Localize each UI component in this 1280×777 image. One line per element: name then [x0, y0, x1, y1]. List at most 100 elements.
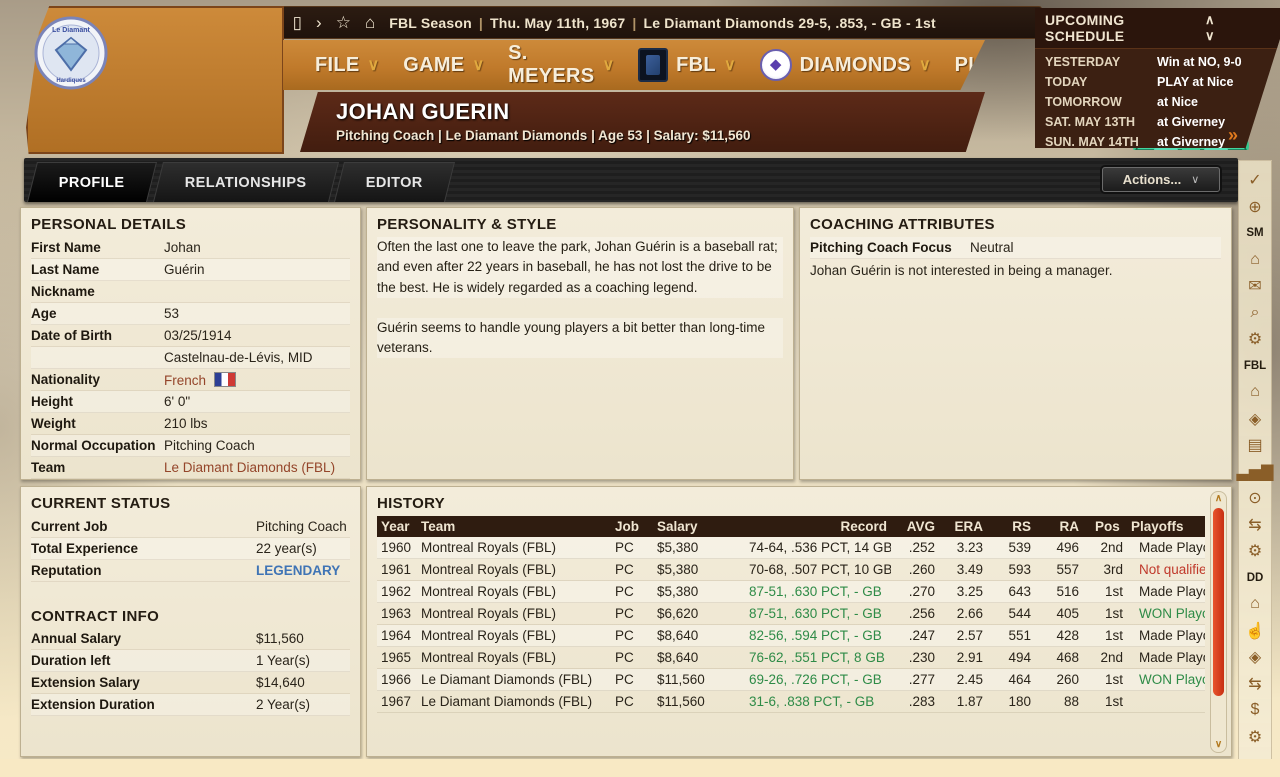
gear-icon[interactable]: ⚙	[1247, 331, 1263, 349]
cell-ra: 428	[1056, 628, 1079, 643]
nav-bookmark-icon[interactable]: ☆	[335, 13, 351, 32]
panel-title: CURRENT STATUS	[31, 495, 171, 512]
tab-relationships[interactable]: RELATIONSHIPS	[152, 162, 339, 202]
history-column-header[interactable]: Pos	[1095, 519, 1120, 534]
tab-editor[interactable]: EDITOR	[334, 162, 456, 202]
schedule-game-value: Win at NO, 9-0	[1157, 55, 1242, 69]
tab-profile[interactable]: PROFILE	[27, 162, 157, 202]
cell-avg: .283	[908, 694, 935, 709]
cell-rs: 593	[1008, 562, 1031, 577]
scrollbar-thumb[interactable]	[1213, 508, 1224, 696]
schedule-more-icon[interactable]: »	[1227, 125, 1238, 145]
cell-team: Le Diamant Diamonds (FBL)	[421, 672, 593, 687]
status-contract-panel: CURRENT STATUS Current Job Pitching Coac…	[20, 486, 361, 757]
cell-pos: 1st	[1104, 628, 1123, 643]
history-row[interactable]: 1964 Montreal Royals (FBL) PC $8,640 82-…	[377, 625, 1205, 647]
nav-stop-icon[interactable]: ▯	[292, 13, 303, 32]
schedule-game-value: PLAY at Nice	[1157, 75, 1234, 89]
home-icon[interactable]: ⌂	[1250, 250, 1260, 268]
diamond-target-icon[interactable]: ◈	[1248, 649, 1262, 667]
player-subtitle: Pitching Coach | Le Diamant Diamonds | A…	[336, 128, 751, 143]
history-row[interactable]: 1965 Montreal Royals (FBL) PC $8,640 76-…	[377, 647, 1205, 669]
history-row[interactable]: 1963 Montreal Royals (FBL) PC $6,620 87-…	[377, 603, 1205, 625]
status-row: Total Experience 22 year(s)	[31, 538, 350, 560]
contract-label: Extension Duration	[31, 697, 155, 712]
history-column-header[interactable]: Year	[381, 519, 410, 534]
menu-play[interactable]: PLAY ∨	[943, 54, 985, 77]
home-icon[interactable]: ⌂	[1250, 383, 1260, 401]
cell-pos: 2nd	[1100, 650, 1123, 665]
detail-row: Castelnau-de-Lévis, MID	[31, 347, 350, 369]
personality-paragraph: Often the last one to leave the park, Jo…	[377, 237, 783, 298]
scroll-down-icon[interactable]: ∨	[1214, 739, 1223, 750]
nav-home-icon[interactable]: ⌂	[364, 13, 376, 32]
cell-era: 2.91	[956, 650, 983, 665]
history-row[interactable]: 1961 Montreal Royals (FBL) PC $5,380 70-…	[377, 559, 1205, 581]
menu-s-meyers[interactable]: S. MEYERS ∨	[496, 42, 626, 88]
history-row[interactable]: 1967 Le Diamant Diamonds (FBL) PC $11,56…	[377, 691, 1205, 713]
mail-icon[interactable]: ✉	[1248, 278, 1262, 296]
menu-diamonds[interactable]: DIAMONDS ∨	[748, 49, 943, 81]
history-column-header[interactable]: Salary	[657, 519, 698, 534]
cell-team: Le Diamant Diamonds (FBL)	[421, 694, 593, 709]
cell-pos: 1st	[1104, 694, 1123, 709]
status-label: Reputation	[31, 563, 102, 578]
history-row[interactable]: 1962 Montreal Royals (FBL) PC $5,380 87-…	[377, 581, 1205, 603]
id-card-icon[interactable]: ▤	[1247, 437, 1263, 455]
cell-record: 87-51, .630 PCT, - GB	[749, 584, 882, 599]
bar-chart-icon[interactable]: ▃▅▇	[1236, 463, 1274, 481]
status-value: LEGENDARY	[256, 563, 341, 578]
home-icon[interactable]: ⌂	[1250, 595, 1260, 613]
history-column-header[interactable]: Playoffs	[1131, 519, 1184, 534]
group-label-fbl[interactable]: FBL	[1243, 359, 1267, 372]
trade-arrows-icon[interactable]: ⇆	[1248, 516, 1262, 534]
history-column-header[interactable]: Job	[615, 519, 640, 534]
history-column-header[interactable]: AVG	[906, 519, 935, 534]
group-label-dd[interactable]: DD	[1246, 571, 1264, 584]
detail-value: Le Diamant Diamonds (FBL)	[164, 460, 336, 475]
history-column-header[interactable]: RS	[1012, 519, 1031, 534]
cell-playoffs: Not qualified	[1139, 562, 1205, 577]
gear-icon[interactable]: ⚙	[1247, 728, 1263, 746]
history-column-header[interactable]: Record	[840, 519, 887, 534]
history-column-header[interactable]: RA	[1059, 519, 1080, 534]
trade-arrows-icon[interactable]: ⇆	[1248, 675, 1262, 693]
detail-row: First Name Johan	[31, 237, 350, 259]
cell-year: 1961	[381, 562, 412, 577]
gear-icon[interactable]: ⚙	[1247, 543, 1263, 561]
history-scrollbar[interactable]: ∧ ∨	[1210, 491, 1227, 753]
tab-bar: PROFILE RELATIONSHIPS EDITOR Actions... …	[24, 158, 1238, 202]
history-row[interactable]: 1960 Montreal Royals (FBL) PC $5,380 74-…	[377, 537, 1205, 559]
dollar-icon[interactable]: $	[1250, 701, 1260, 719]
scroll-up-icon[interactable]: ∧	[1214, 493, 1223, 504]
cell-rs: 544	[1008, 606, 1031, 621]
schedule-row: TODAY PLAY at Nice	[1045, 72, 1270, 92]
bottom-strip	[0, 759, 1280, 777]
history-column-header[interactable]: ERA	[954, 519, 983, 534]
group-label-sm[interactable]: SM	[1246, 227, 1264, 240]
actions-dropdown[interactable]: Actions... ∨	[1102, 167, 1220, 192]
cell-year: 1960	[381, 540, 412, 555]
status-label: Total Experience	[31, 541, 139, 556]
search-icon[interactable]: ⌕	[1250, 303, 1260, 321]
coach-icon[interactable]: ☝	[1245, 622, 1265, 640]
upcoming-schedule-panel: UPCOMING SCHEDULE ∧ ∨ YESTERDAY Win at N…	[1035, 8, 1280, 148]
menu-item-label: DIAMONDS	[799, 53, 911, 76]
schedule-row: TOMORROW at Nice	[1045, 92, 1270, 112]
cell-era: 2.66	[956, 606, 983, 621]
globe-icon[interactable]: ⊕	[1248, 198, 1262, 216]
menu-game[interactable]: GAME ∨	[391, 54, 496, 77]
diamond-target-icon[interactable]: ◈	[1248, 410, 1262, 428]
cell-team: Montreal Royals (FBL)	[421, 540, 557, 555]
check-icon[interactable]: ✓	[1248, 172, 1262, 190]
baseball-icon[interactable]: ⊙	[1248, 490, 1262, 508]
history-row[interactable]: 1966 Le Diamant Diamonds (FBL) PC $11,56…	[377, 669, 1205, 691]
history-column-header[interactable]: Team	[421, 519, 456, 534]
cell-pos: 2nd	[1100, 540, 1123, 555]
cell-salary: $5,380	[657, 562, 699, 577]
schedule-scroll-arrows[interactable]: ∧ ∨	[1204, 12, 1218, 43]
status-value: Pitching Coach	[256, 519, 347, 534]
nav-forward-icon[interactable]: ›	[316, 13, 322, 32]
menu-file[interactable]: FILE ∨	[303, 54, 391, 77]
menu-fbl[interactable]: FBL ∨	[626, 48, 748, 82]
